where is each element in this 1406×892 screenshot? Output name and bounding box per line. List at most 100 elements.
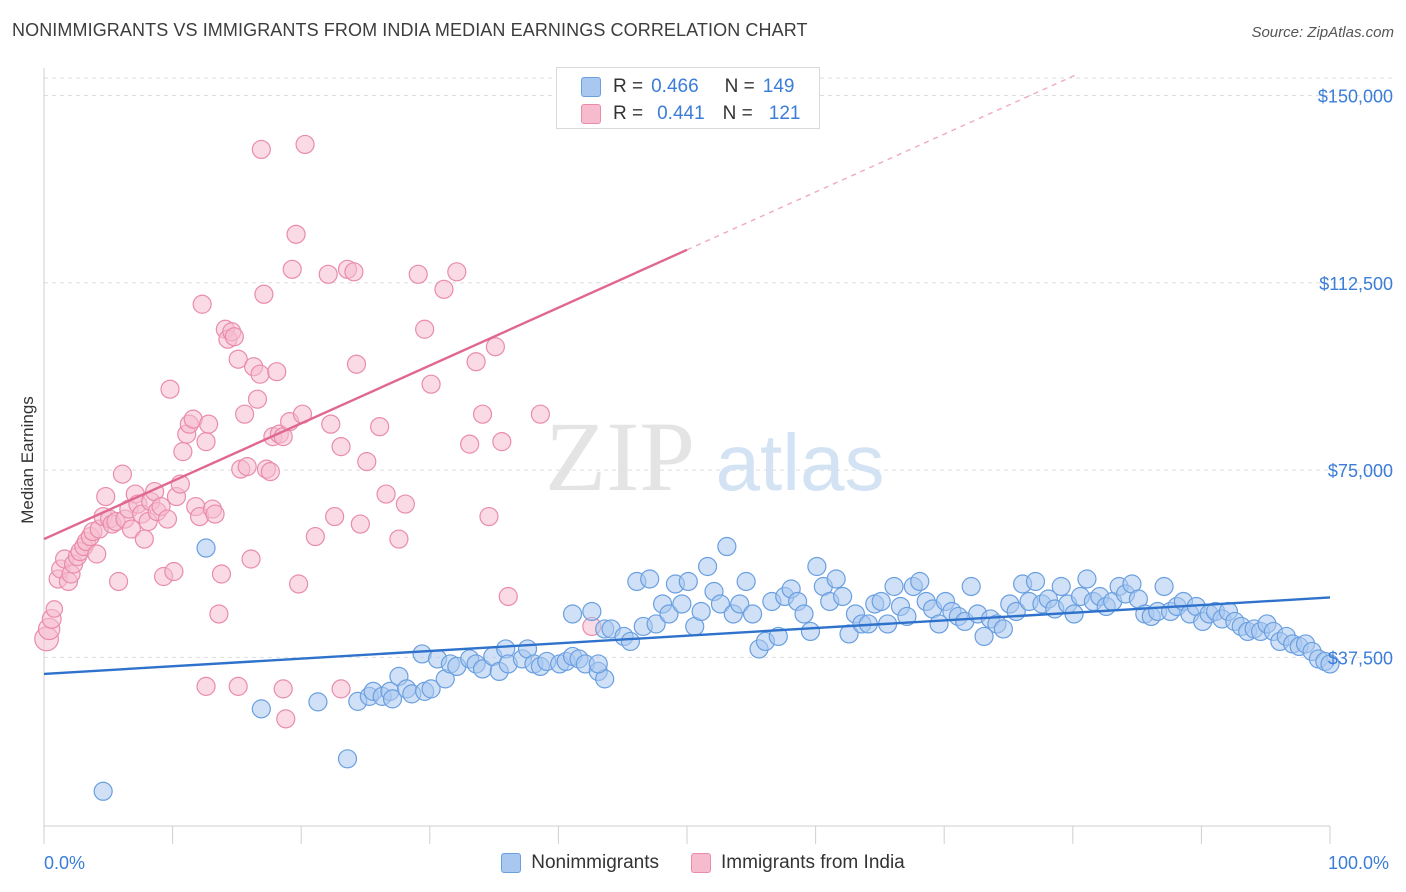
data-point: [710, 594, 731, 614]
data-point: [672, 594, 692, 614]
series-legend: Nonimmigrants Immigrants from India: [0, 852, 1406, 874]
data-point: [295, 134, 315, 155]
legend-label-nonimmigrants: Nonimmigrants: [531, 852, 660, 873]
y-axis-label: Median Earnings: [18, 396, 37, 524]
data-point: [421, 374, 441, 394]
legend-row-immigrants-india: R = 0.441 N = 121: [581, 102, 800, 126]
y-tick-label: $37,500: [1328, 648, 1393, 668]
data-point: [485, 337, 505, 357]
legend-label-immigrants-india: Immigrants from India: [721, 852, 905, 873]
data-point: [421, 679, 441, 699]
data-point: [318, 264, 338, 284]
data-point: [871, 591, 891, 612]
data-point: [45, 600, 64, 618]
data-point: [717, 536, 737, 557]
data-point: [678, 571, 698, 592]
data-point: [199, 414, 219, 434]
trend-line-immigrants-india-extension: [686, 73, 1079, 251]
data-point: [910, 571, 930, 592]
data-point: [276, 709, 296, 729]
data-point: [884, 576, 904, 597]
data-point: [492, 432, 512, 452]
data-point: [588, 654, 608, 674]
data-point: [768, 626, 788, 647]
data-point: [370, 417, 390, 437]
data-point: [211, 564, 232, 584]
data-point: [1154, 576, 1174, 597]
data-point: [498, 586, 518, 607]
x-tick-max: 100.0%: [1328, 853, 1390, 873]
data-point: [254, 284, 274, 304]
data-point: [305, 526, 325, 547]
y-tick-labels: $37,500 $75,000 $112,500 $150,000: [1318, 86, 1393, 668]
trend-lines: [43, 73, 1331, 676]
data-point: [1025, 571, 1046, 592]
data-point: [833, 586, 853, 607]
data-point: [331, 679, 351, 699]
y-tick-label: $112,500: [1319, 274, 1393, 294]
data-point: [192, 294, 212, 314]
data-point: [260, 462, 280, 482]
n-value: 121: [768, 103, 801, 124]
data-point: [382, 689, 403, 709]
data-point: [807, 556, 827, 577]
data-point: [108, 571, 129, 592]
immigrants-india-points: [34, 134, 602, 729]
data-point: [736, 571, 756, 592]
n-label: N =: [724, 76, 755, 97]
watermark-zip: ZIP: [545, 401, 695, 512]
r-value: 0.441: [657, 103, 705, 124]
r-value: 0.466: [651, 76, 699, 97]
data-point: [325, 506, 345, 527]
x-tick-min: 0.0%: [44, 853, 86, 873]
data-point: [251, 699, 271, 719]
data-point: [273, 679, 293, 699]
y-tick-label: $75,000: [1328, 461, 1393, 481]
source-label: Source: ZipAtlas.com: [1251, 24, 1394, 41]
data-point: [235, 404, 255, 424]
data-point: [640, 569, 660, 589]
watermark: ZIP atlas: [545, 401, 884, 512]
data-point: [209, 604, 229, 624]
data-point: [460, 434, 480, 454]
data-point: [173, 442, 193, 462]
correlation-legend: R = 0.466 N = 149 R = 0.441 N = 121: [556, 67, 820, 129]
trend-line-nonimmigrants: [43, 596, 1331, 676]
data-point: [241, 549, 261, 569]
legend-swatch-pink: [691, 853, 712, 873]
data-point: [121, 519, 142, 539]
data-point: [344, 262, 364, 282]
data-point: [331, 437, 351, 457]
data-point: [321, 414, 341, 434]
data-point: [697, 556, 718, 577]
data-point: [376, 484, 396, 504]
data-point: [415, 319, 435, 339]
r-label: R =: [613, 103, 644, 124]
data-point: [447, 262, 467, 282]
data-point: [479, 506, 499, 527]
data-point: [228, 349, 248, 369]
data-point: [196, 676, 216, 696]
data-point: [961, 576, 981, 597]
data-point: [224, 327, 244, 347]
data-point: [87, 544, 107, 564]
data-point: [582, 601, 602, 622]
data-point: [160, 379, 180, 399]
data-point: [247, 389, 268, 409]
data-point: [826, 569, 846, 589]
chart-title: NONIMMIGRANTS VS IMMIGRANTS FROM INDIA M…: [12, 20, 808, 40]
n-value: 149: [762, 76, 795, 97]
data-point: [389, 529, 409, 549]
data-point: [357, 452, 377, 472]
data-point: [472, 404, 493, 424]
data-point: [164, 561, 184, 582]
data-point: [800, 621, 821, 642]
data-point: [395, 494, 415, 514]
legend-item-immigrants-india: Immigrants from India: [691, 852, 905, 874]
data-point: [620, 631, 641, 652]
legend-item-nonimmigrants: Nonimmigrants: [501, 852, 659, 874]
data-point: [346, 354, 367, 374]
data-point: [659, 604, 679, 624]
data-point: [267, 362, 287, 382]
axes: [43, 68, 1331, 844]
